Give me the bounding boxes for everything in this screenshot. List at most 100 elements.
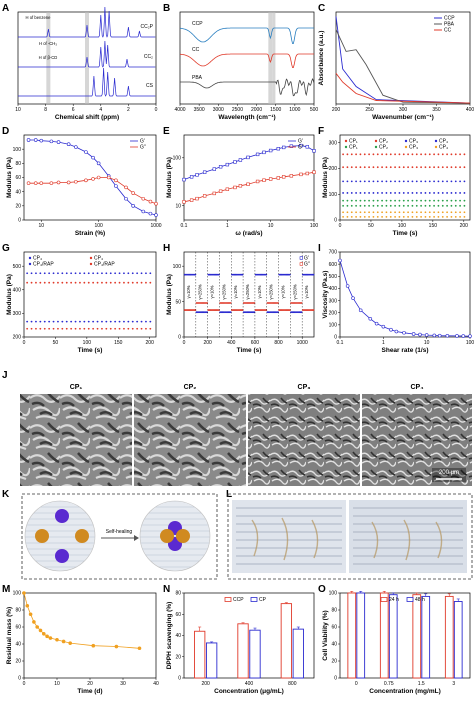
panel-b-spectrum-1	[179, 53, 314, 68]
panel-o-bar	[379, 592, 389, 679]
panel-f-point-s3	[350, 192, 353, 194]
panel-f-point-s3	[420, 192, 422, 194]
panel-n-xlabel: Concentration (μg/mL)	[214, 688, 284, 695]
panel-g-point-s1	[149, 281, 152, 284]
panel-f-point-s1	[355, 166, 357, 169]
panel-f-point-s0	[407, 153, 409, 156]
panel-c-legend-label-0: CCP	[444, 16, 455, 22]
panel-g-point-s1	[140, 281, 143, 284]
panel-e-point	[276, 176, 280, 180]
panel-g-point-s0	[123, 272, 125, 275]
panel-g-point-s3	[65, 327, 68, 330]
panel-f-point-s2	[346, 180, 349, 183]
panel-g-point-s1	[48, 281, 51, 284]
panel-f-point-s3	[359, 192, 362, 194]
panel-f-legend-marker-7	[434, 145, 438, 149]
panel-e-ytick-label: 10	[175, 203, 181, 209]
panel-o-category-label: 0.75	[384, 681, 394, 687]
gel-orange-1	[35, 529, 49, 543]
panel-f-point-s2	[402, 180, 405, 183]
panel-f-point-s0	[368, 153, 370, 156]
panel-f-point-s2	[381, 180, 383, 183]
panel-e-point	[233, 185, 237, 190]
dish-after	[139, 500, 211, 572]
panel-e-ytick-label: 100	[173, 156, 182, 162]
panel-g-point-s1	[43, 281, 46, 284]
panel-c-spectrum-1	[335, 29, 471, 104]
panel-f-point-s4	[454, 199, 457, 202]
panel-d-xtick-label: 100	[94, 223, 103, 229]
panel-o-category-label: 3	[452, 681, 455, 687]
panel-m-point	[41, 631, 46, 636]
panel-g-point-s1	[65, 281, 68, 284]
panel-f-point-s7	[428, 216, 431, 218]
panel-d-point	[131, 191, 135, 195]
panel-m-point	[25, 603, 30, 608]
panel-f-point-s5	[411, 204, 414, 207]
panel-d-point	[49, 139, 54, 144]
panel-m-point	[45, 634, 49, 639]
panel-f-point-s2	[398, 180, 401, 183]
panel-f-point-s6	[420, 211, 422, 214]
panel-g-point-s1	[26, 281, 29, 284]
panel-f-legend-marker-6	[404, 145, 408, 149]
panel-d-point	[84, 178, 88, 183]
panel-f-point-s5	[454, 204, 457, 207]
panel-f-point-s2	[450, 180, 453, 183]
panel-g-point-s3	[87, 327, 90, 330]
panel-o-ytick-label: 60	[331, 625, 337, 631]
panel-f-xtick-label: 0	[339, 223, 342, 229]
panel-c-ylabel: Absorbance (a.u.)	[318, 31, 325, 86]
panel-f-point-s5	[441, 204, 444, 207]
panel-g-point-s2	[109, 320, 112, 323]
panel-f-point-s0	[450, 153, 453, 156]
panel-g-point-s1	[118, 281, 121, 284]
panel-f-point-s4	[394, 199, 396, 202]
panel-f-point-s5	[450, 204, 453, 207]
panel-f-point-s4	[420, 199, 422, 202]
panel-f-point-s6	[350, 211, 353, 214]
panel-f-legend-label-0: CP₁	[349, 139, 358, 145]
panel-f-point-s3	[459, 192, 461, 194]
panel-g-point-s2	[96, 320, 99, 323]
panel-g-legend-label-1: CP₄	[94, 256, 103, 262]
panel-e-point	[182, 200, 186, 204]
panel-n-ylabel: DPPH scavenging (%)	[166, 602, 173, 670]
arrow-head-icon	[134, 535, 139, 541]
panel-n-ytick-label: 60	[175, 612, 181, 618]
panel-c-xtick-label: 350	[432, 107, 441, 113]
panel-g-point-s2	[79, 320, 81, 323]
panel-b-series-label-0: CCP	[192, 21, 203, 27]
panel-f-point-s6	[437, 211, 440, 214]
panel-e-point	[182, 177, 186, 182]
panel-f-point-s1	[389, 166, 392, 169]
panel-o-legend-swatch-1	[406, 597, 414, 602]
panel-g-ytick-label: 500	[13, 264, 22, 270]
panel-e-xtick-label: 1	[226, 223, 229, 229]
panel-f-point-s7	[372, 216, 375, 218]
panel-e-point	[225, 162, 230, 167]
panel-g-point-s0	[48, 272, 51, 275]
panel-f-point-s7	[415, 216, 418, 218]
panel-g-point-s1	[145, 281, 147, 284]
panel-e-point	[202, 170, 207, 174]
panel-f-ytick-label: 100	[329, 192, 338, 198]
gel-merged-orange-2	[176, 529, 190, 543]
panel-d-point	[114, 184, 118, 188]
panel-m-xtick-label: 20	[87, 681, 93, 687]
panel-f-point-s5	[394, 204, 396, 207]
panel-f-point-s6	[346, 211, 349, 214]
panel-e-point	[246, 155, 250, 160]
panel-g-legend-label-2: CP₄/RAP	[33, 262, 54, 268]
panel-f-point-s2	[428, 180, 431, 183]
film-photo-1	[232, 500, 346, 573]
panel-b-xtick-label: 3000	[213, 107, 224, 113]
panel-f-point-s3	[346, 192, 349, 194]
panel-f-point-s7	[454, 216, 457, 218]
dish-before	[24, 500, 96, 572]
panel-o-category-label: 1.5	[418, 681, 425, 687]
panel-g-point-s3	[35, 327, 37, 330]
panel-h-xlabel: Time (s)	[237, 347, 262, 354]
panel-f-point-s3	[394, 192, 396, 194]
